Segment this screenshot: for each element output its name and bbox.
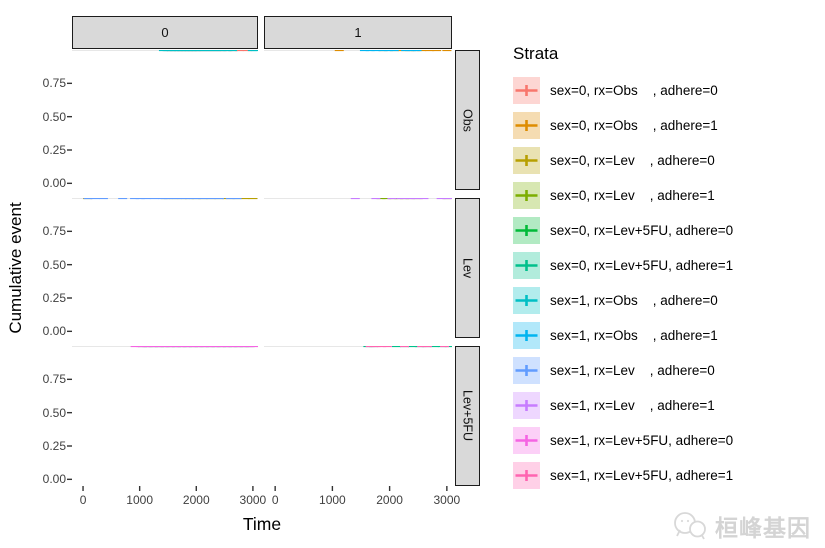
legend-key-icon	[513, 77, 540, 104]
x-tick-label: 0	[79, 493, 87, 507]
legend-item-label: sex=0, rx=Obs , adhere=1	[550, 118, 718, 133]
legend-key-icon	[513, 462, 540, 489]
legend: Strata sex=0, rx=Obs , adhere=0 sex=0, rx…	[513, 44, 733, 497]
watermark: 桓峰基因	[671, 509, 811, 543]
legend-item: sex=1, rx=Lev+5FU, adhere=0	[513, 427, 733, 454]
y-tick-label: 0.75	[42, 76, 66, 91]
panel-adhere1-lev5fu	[264, 346, 452, 548]
legend-item-label: sex=1, rx=Lev+5FU, adhere=1	[550, 468, 734, 483]
legend-item: sex=1, rx=Lev , adhere=0	[513, 357, 733, 384]
x-tick-label: 1000	[126, 493, 153, 507]
legend-item: sex=0, rx=Obs , adhere=1	[513, 112, 733, 139]
y-tick-label: 0.00	[42, 176, 66, 191]
legend-key-icon	[513, 357, 540, 384]
facet-strip-row-lev-label: Lev	[460, 257, 475, 279]
facet-strip-row-lev5fu-label: Lev+5FU	[460, 390, 475, 442]
legend-key-icon	[513, 287, 540, 314]
facet-strip-row-lev: Lev	[455, 198, 480, 338]
y-tick-label: 0.25	[42, 143, 66, 157]
x-tick-label: 3000	[239, 493, 267, 507]
legend-key-icon	[513, 392, 540, 419]
legend-item: sex=1, rx=Obs , adhere=1	[513, 322, 733, 349]
y-tick-label: 0.50	[42, 405, 66, 420]
legend-key-icon	[513, 147, 540, 174]
legend-item-label: sex=1, rx=Obs , adhere=1	[550, 328, 718, 343]
watermark-text: 桓峰基因	[715, 515, 811, 541]
legend-item-label: sex=1, rx=Lev , adhere=0	[550, 363, 715, 378]
facet-strip-col-0: 0	[72, 16, 258, 49]
legend-item-label: sex=1, rx=Obs , adhere=0	[550, 293, 718, 308]
legend-key-icon	[513, 322, 540, 349]
y-tick-label: 0.75	[42, 372, 66, 387]
legend-key-icon	[513, 217, 540, 244]
y-tick-label: 0.25	[42, 439, 66, 453]
legend-key-icon	[513, 182, 540, 209]
legend-item: sex=0, rx=Lev , adhere=0	[513, 147, 733, 174]
y-axis-title: Cumulative event	[6, 202, 25, 334]
x-tick-label: 3000	[433, 493, 461, 507]
legend-key-icon	[513, 427, 540, 454]
panel-adhere0-lev5fu	[72, 346, 258, 548]
legend-item-label: sex=0, rx=Obs , adhere=0	[550, 83, 718, 98]
facet-strip-row-obs: Obs	[455, 50, 480, 190]
legend-item-label: sex=1, rx=Lev+5FU, adhere=0	[550, 433, 734, 448]
legend-item-label: sex=0, rx=Lev , adhere=0	[550, 153, 715, 168]
x-tick-label: 1000	[319, 493, 346, 507]
wechat-logo-icon	[674, 512, 706, 540]
legend-item: sex=0, rx=Lev , adhere=1	[513, 182, 733, 209]
legend-title: Strata	[513, 44, 559, 63]
y-tick-label: 0.75	[42, 224, 66, 239]
legend-items: sex=0, rx=Obs , adhere=0 sex=0, rx=Obs , …	[513, 77, 733, 489]
legend-item: sex=1, rx=Lev+5FU, adhere=1	[513, 462, 733, 489]
legend-item: sex=0, rx=Obs , adhere=0	[513, 77, 733, 104]
x-tick-label: 2000	[376, 493, 403, 507]
legend-item-label: sex=0, rx=Lev+5FU, adhere=0	[550, 223, 734, 238]
legend-item-label: sex=0, rx=Lev , adhere=1	[550, 188, 715, 203]
y-tick-label: 0.50	[42, 257, 66, 272]
legend-item: sex=0, rx=Lev+5FU, adhere=0	[513, 217, 733, 244]
facet-strip-col-1: 1	[264, 16, 452, 49]
x-tick-label: 0	[271, 493, 279, 507]
legend-item-label: sex=0, rx=Lev+5FU, adhere=1	[550, 258, 734, 273]
legend-key-icon	[513, 112, 540, 139]
facet-strip-col-0-label: 0	[161, 25, 169, 40]
x-tick-label: 2000	[182, 493, 210, 507]
facet-strip-row-lev5fu: Lev+5FU	[455, 346, 480, 486]
y-tick-label: 0.00	[42, 472, 66, 487]
x-axis-title: Time	[242, 514, 282, 534]
facet-strip-col-1-label: 1	[354, 25, 362, 40]
y-tick-label: 0.25	[42, 291, 66, 305]
legend-item: sex=1, rx=Obs , adhere=0	[513, 287, 733, 314]
y-tick-label: 0.00	[42, 324, 66, 339]
legend-item: sex=1, rx=Lev , adhere=1	[513, 392, 733, 419]
legend-item: sex=0, rx=Lev+5FU, adhere=1	[513, 252, 733, 279]
legend-key-icon	[513, 252, 540, 279]
facet-strip-row-obs-label: Obs	[460, 108, 475, 132]
y-tick-label: 0.50	[42, 109, 66, 124]
legend-item-label: sex=1, rx=Lev , adhere=1	[550, 398, 715, 413]
